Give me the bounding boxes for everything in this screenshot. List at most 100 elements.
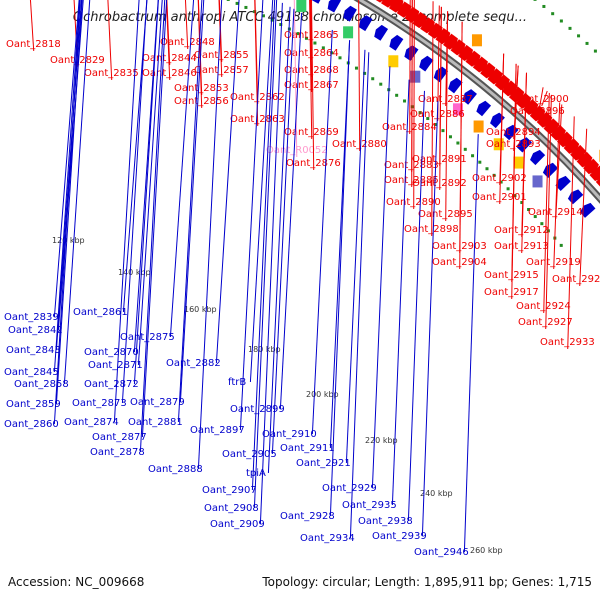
gene-label-line xyxy=(215,0,240,364)
tick-mark xyxy=(478,160,482,164)
gene-arrow-shape xyxy=(374,24,389,41)
gene-label-line xyxy=(511,63,517,300)
gene-label-line xyxy=(169,0,195,338)
gene-label: Oant_2921 xyxy=(296,458,351,469)
gene-label-line xyxy=(371,66,391,489)
accession-label: Accession: NC_009668 xyxy=(8,575,145,589)
tick-mark xyxy=(506,187,510,191)
gene-label: Oant_2902 xyxy=(472,173,527,184)
gene-arrow-shape xyxy=(388,0,404,13)
gene-label: Oant_2896 xyxy=(510,106,565,117)
gene-label: Oant_2869 xyxy=(284,127,339,138)
gene-label-line xyxy=(431,1,434,237)
gene-label-line xyxy=(249,0,274,383)
gene-label: Oant_2876 xyxy=(286,158,341,169)
feature-block xyxy=(532,175,543,188)
tick-mark xyxy=(296,32,300,36)
feature-block xyxy=(513,156,524,169)
forward-gene xyxy=(381,0,396,8)
gene-label: Oant_2878 xyxy=(90,447,145,458)
gene-labels: Oant_2818Oant_2829Oant_2835Oant_2844Oant… xyxy=(4,0,600,558)
gene-label: Oant_2927 xyxy=(518,317,573,328)
gene-label-line xyxy=(310,0,315,171)
gene-label-line xyxy=(349,52,370,539)
gene-label: Oant_2915 xyxy=(484,270,539,281)
tick-mark xyxy=(441,129,445,133)
gene-label-line xyxy=(259,2,283,525)
gene-label-line xyxy=(55,0,83,405)
gene-label-line xyxy=(184,0,189,50)
tick-mark xyxy=(304,36,308,40)
tick-mark xyxy=(513,194,517,198)
feature-block xyxy=(388,55,399,68)
gene-arrow-shape xyxy=(542,162,559,178)
reverse-gene xyxy=(374,24,389,41)
gene-label-line xyxy=(53,0,81,373)
gene-label: Oant_2935 xyxy=(342,500,397,511)
reverse-gene xyxy=(433,66,449,83)
gene-label: Oant_2873 xyxy=(72,398,127,409)
gene-label: Oant_2887 xyxy=(418,94,473,105)
gene-arrow-shape xyxy=(555,175,571,192)
tick-mark xyxy=(527,208,531,212)
tick-mark xyxy=(559,243,563,247)
reverse-gene xyxy=(389,34,404,51)
gene-label: Oant_2857 xyxy=(194,65,249,76)
gene-label: Oant_2882 xyxy=(166,358,221,369)
gene-arrow-shape xyxy=(358,15,373,32)
tick-mark xyxy=(542,4,546,8)
gene-label-line xyxy=(445,11,449,222)
kbp-scale-label: 160 kbp xyxy=(184,305,217,314)
gene-label-line xyxy=(165,0,171,81)
gene-label: Oant_2872 xyxy=(84,379,139,390)
gene-arrow-shape xyxy=(404,45,419,61)
gene-label: Oant_2910 xyxy=(262,429,317,440)
gene-label-line xyxy=(555,104,563,220)
reverse-gene xyxy=(327,0,342,13)
tick-mark xyxy=(471,154,475,158)
kbp-scale-label: 220 kbp xyxy=(365,436,398,445)
gene-label: Oant_2912 xyxy=(494,225,549,236)
gene-label-line xyxy=(537,87,544,119)
gene-arrow-shape xyxy=(589,165,600,182)
gene-label: Oant_2893 xyxy=(486,139,541,150)
gene-label: Oant_2842 xyxy=(8,325,63,336)
gene-arrow-shape xyxy=(433,66,449,83)
reverse-gene xyxy=(580,202,596,218)
reverse-gene xyxy=(462,89,477,105)
gene-label: Oant_2903 xyxy=(432,241,487,252)
gene-arrow-shape xyxy=(381,0,396,8)
gene-label-line xyxy=(137,0,163,366)
gene-label: Oant_2897 xyxy=(190,425,245,436)
gene-label: Oant_2934 xyxy=(300,533,355,544)
gene-label: Oant_2861 xyxy=(73,307,128,318)
tick-mark xyxy=(313,41,317,45)
reverse-gene xyxy=(567,189,584,205)
genome-backbone-highlight xyxy=(357,0,600,201)
gene-label: Oant_2885 xyxy=(384,175,439,186)
forward-gene xyxy=(589,165,600,182)
gene-label-line xyxy=(553,102,561,270)
tick-mark xyxy=(226,0,230,1)
gene-arrow-shape xyxy=(448,77,463,94)
kbp-scale-label: 200 kbp xyxy=(306,390,339,399)
gene-label: Oant_2874 xyxy=(64,417,119,428)
gene-label: Oant_2894 xyxy=(486,127,541,138)
tick-mark xyxy=(279,23,283,27)
tick-mark xyxy=(354,66,358,70)
tick-mark xyxy=(577,34,581,38)
gene-label: Oant_2877 xyxy=(92,432,147,443)
gene-label-line xyxy=(279,12,303,410)
tick-mark xyxy=(559,19,563,23)
tick-mark xyxy=(593,49,597,53)
gene-label: Oant_2848 xyxy=(160,37,215,48)
gene-label-line xyxy=(53,0,81,425)
gene-label-line xyxy=(139,0,166,453)
tick-mark xyxy=(418,111,422,115)
gene-label-line xyxy=(413,0,415,210)
gene-arrow-shape xyxy=(396,1,412,18)
tick-mark xyxy=(433,123,437,127)
kbp-scale-label: 120 kbp xyxy=(52,236,85,245)
gene-label: Oant_2909 xyxy=(210,519,265,530)
